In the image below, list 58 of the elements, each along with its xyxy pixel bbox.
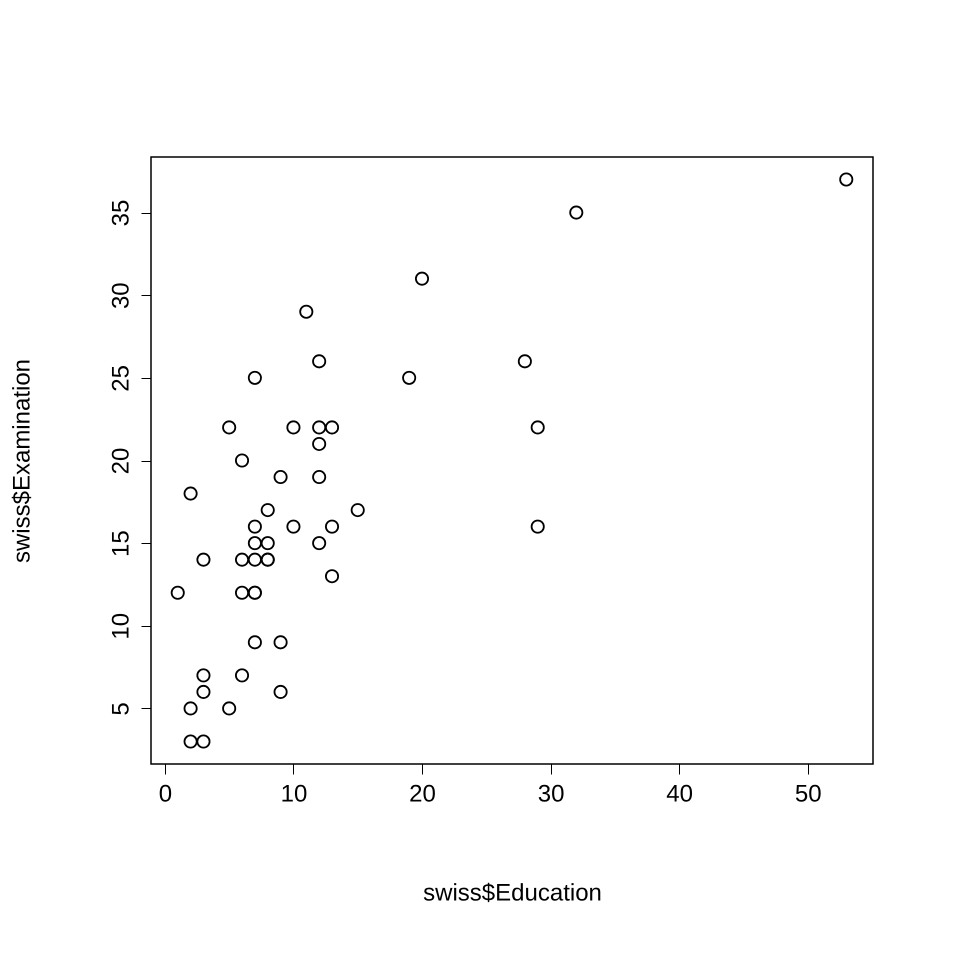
point — [350, 503, 365, 518]
point — [312, 354, 326, 368]
y-tick-label: 10 — [108, 612, 134, 640]
point — [196, 668, 210, 682]
y-tick-label: 30 — [108, 282, 134, 310]
point — [222, 420, 236, 434]
y-tick-label: 20 — [108, 448, 134, 474]
x-tick-label: 10 — [280, 780, 308, 808]
point — [184, 701, 198, 716]
point — [569, 206, 584, 220]
x-tick-label: 50 — [794, 780, 822, 808]
point — [299, 304, 314, 319]
point — [234, 668, 250, 682]
point — [274, 684, 288, 699]
point — [170, 586, 185, 600]
point — [518, 354, 532, 368]
point — [324, 569, 340, 584]
point — [274, 470, 288, 484]
point — [196, 684, 210, 699]
y-tick-label: 35 — [108, 200, 134, 226]
point — [274, 635, 288, 650]
point — [324, 520, 340, 534]
point — [234, 453, 250, 468]
point — [222, 701, 236, 716]
point — [234, 586, 250, 600]
y-axis-title: swiss$Examination — [8, 358, 36, 564]
point — [414, 272, 430, 286]
point — [248, 536, 262, 550]
y-tick-label: 5 — [108, 702, 134, 716]
point — [286, 420, 300, 434]
point — [184, 486, 198, 501]
point — [402, 370, 416, 385]
x-tick-label: 30 — [538, 780, 564, 808]
point — [234, 552, 250, 567]
point — [312, 536, 326, 550]
x-tick-label: 0 — [158, 780, 172, 808]
point — [286, 520, 300, 534]
point — [530, 420, 545, 434]
point — [839, 172, 854, 186]
x-tick-label: 40 — [666, 780, 693, 808]
point — [312, 436, 326, 451]
point — [260, 536, 275, 550]
point — [324, 420, 340, 434]
x-axis-title: swiss$Education — [423, 880, 602, 906]
point — [184, 734, 198, 749]
point — [196, 734, 210, 749]
point — [248, 370, 262, 385]
point — [248, 552, 262, 567]
point — [248, 520, 262, 534]
y-tick-label: 15 — [108, 530, 134, 558]
point — [260, 503, 275, 518]
point — [196, 552, 210, 567]
point — [312, 470, 326, 484]
y-tick-label: 25 — [108, 364, 134, 392]
point — [248, 635, 262, 650]
point — [530, 520, 545, 534]
x-tick-label: 20 — [409, 780, 436, 808]
point — [312, 420, 326, 434]
